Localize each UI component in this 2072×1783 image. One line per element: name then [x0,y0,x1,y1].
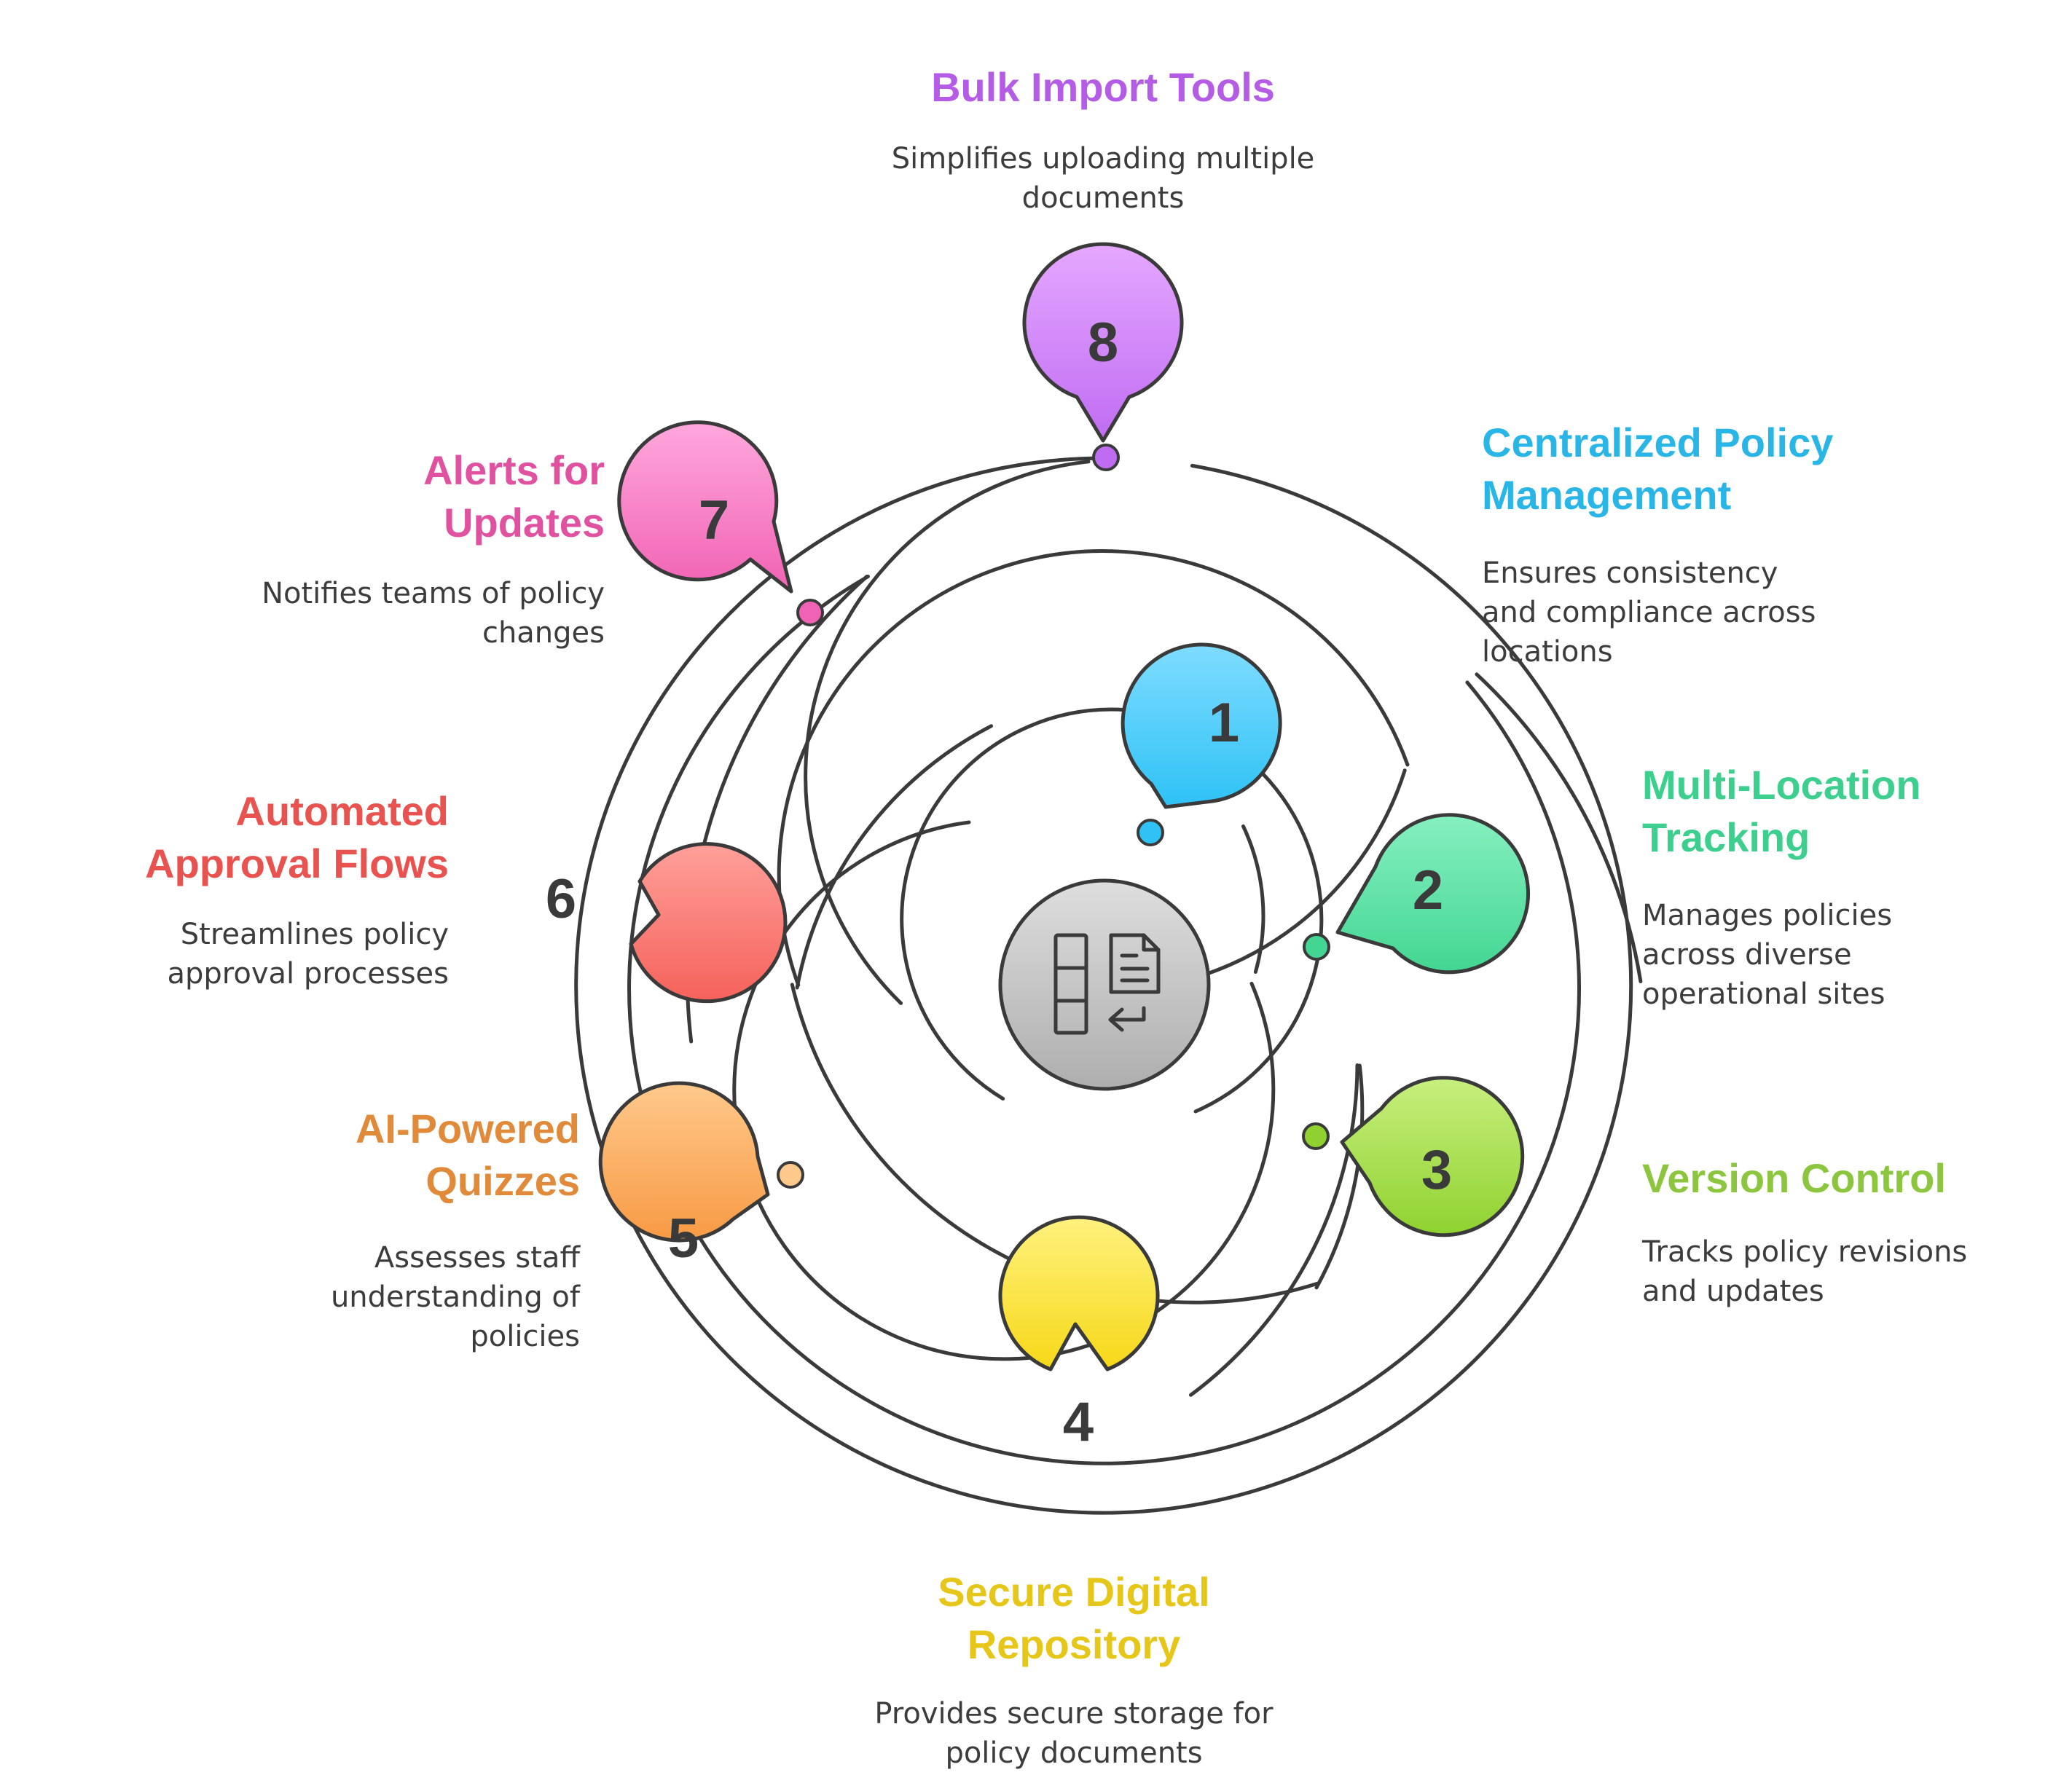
step-badge-8: 8 [1022,242,1184,443]
connector-dot-2 [1303,933,1330,961]
item-title-6: Automated Approval Flows [145,788,449,886]
item-title-8: Bulk Import Tools [931,64,1275,110]
step-badge-6: 6 [546,842,788,1004]
orbit-ring-extra [777,549,1410,987]
step-badge-7: 7 [617,420,793,594]
center-hub [998,878,1211,1091]
step-number-7: 7 [699,489,729,551]
step-number-6: 6 [546,868,576,930]
step-badge-4: 4 [998,1215,1160,1453]
step-number-4: 4 [1063,1391,1094,1453]
orbit-ring-4b [795,724,993,990]
item-desc-7: Notifies teams of policy changes [262,577,605,650]
item-desc-2: Manages policies across diverse operatio… [1642,899,1893,1011]
step-number-1: 1 [1209,692,1239,754]
item-desc-1: Ensures consistency and compliance acros… [1482,556,1816,669]
step-number-2: 2 [1413,859,1443,921]
step-badge-3: 3 [1340,1076,1525,1237]
item-title-5: AI-Powered Quizzes [355,1106,580,1204]
item-desc-3: Tracks policy revisions and updates [1642,1235,1968,1308]
orbit-ring-4 [1314,1063,1365,1290]
item-desc-4: Provides secure storage for policy docum… [874,1697,1274,1770]
orbit-ring-8 [574,456,1633,1515]
orbit-ring-7b [1475,672,1643,983]
connector-dot-5 [777,1161,804,1189]
item-title-7: Alerts for Updates [423,447,605,546]
item-title-3: Version Control [1642,1155,1946,1201]
item-desc-5: Assesses staff understanding of policies [330,1241,580,1353]
connector-dot-1 [1137,819,1164,846]
orbit-ring-3 [1189,1063,1359,1397]
step-badge-5: 5 [598,1081,770,1270]
item-title-4: Secure Digital Repository [938,1569,1210,1667]
orbit-ring-5 [732,820,1276,1361]
connector-dot-7 [796,599,824,626]
step-number-3: 3 [1421,1139,1452,1201]
item-desc-6: Streamlines policy approval processes [167,918,449,991]
step-badge-1: 1 [1121,642,1282,809]
step-number-5: 5 [668,1208,699,1270]
item-desc-8: Simplifies uploading multiple documents [891,142,1315,215]
connector-dot-8 [1092,444,1120,471]
connector-dot-3 [1302,1122,1330,1150]
step-badge-2: 2 [1335,813,1531,975]
item-title-1: Centralized Policy Management [1482,420,1834,518]
step-number-8: 8 [1088,312,1118,374]
item-title-2: Multi-Location Tracking [1642,762,1921,860]
orbit-ring-2 [627,575,1581,1465]
orbit-ring-1 [804,460,1091,1005]
orbit-ring-3b [790,983,1321,1304]
policy-documents-icon [1053,933,1161,1035]
orbit-ring-6b [1241,824,1265,974]
